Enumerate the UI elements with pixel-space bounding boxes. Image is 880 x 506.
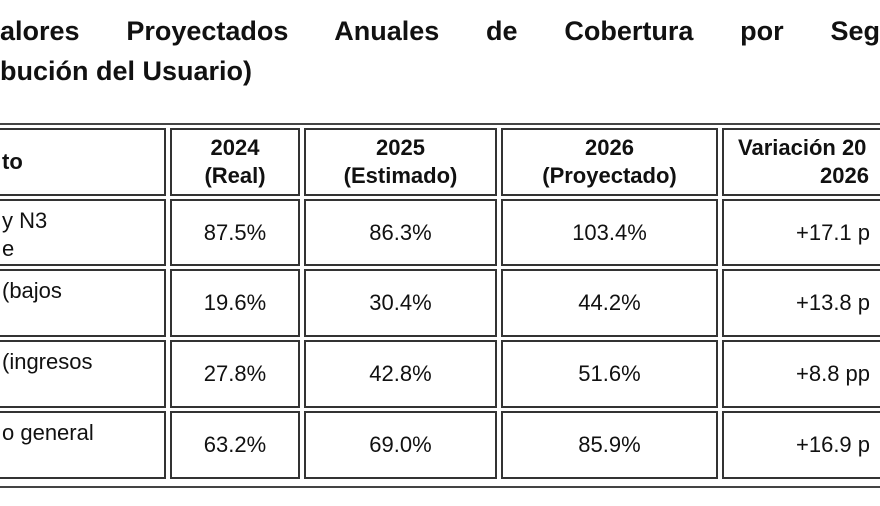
cell-text: 44.2% <box>578 290 641 315</box>
table-cell: +17.1 p <box>722 199 880 266</box>
cell-text: 85.9% <box>578 432 641 457</box>
title-line: alores Proyectados Anuales de Cobertura … <box>0 16 880 46</box>
table-cell: 42.8% <box>304 340 497 408</box>
cell-text: 27.8% <box>203 361 267 386</box>
header-cell: 2025 (Estimado) <box>304 128 497 196</box>
table-cell: +13.8 p <box>722 269 880 337</box>
cell-text: 19.6% <box>203 290 267 315</box>
cell-text: (bajos <box>2 278 62 303</box>
table-cell: 30.4% <box>304 269 497 337</box>
table-cell: +16.9 p <box>722 411 880 479</box>
table-cell: o general <box>0 411 166 479</box>
table-cell: y N3 e <box>0 199 166 266</box>
cell-text: +8.8 pp <box>796 361 871 386</box>
table-cell: 63.2% <box>170 411 300 479</box>
cell-text: o general <box>2 420 94 445</box>
cell-text: +17.1 p <box>796 219 871 245</box>
table-cell: 87.5% <box>170 199 300 266</box>
header-cell: to <box>0 128 166 196</box>
cell-text: 86.3% <box>369 219 432 245</box>
table-cell: (bajos <box>0 269 166 337</box>
cell-text: 63.2% <box>203 432 267 457</box>
cell-text: 103.4% <box>572 219 647 245</box>
cell-text: 30.4% <box>369 290 432 315</box>
cell-text: 51.6% <box>578 361 641 386</box>
cell-text: 42.8% <box>369 361 432 386</box>
header-line: 2026 <box>820 163 869 188</box>
table-cell: 51.6% <box>501 340 718 408</box>
header-cell: 2026 (Proyectado) <box>501 128 718 196</box>
table-cell: 27.8% <box>170 340 300 408</box>
header-cell: Variación 20 2026 <box>722 128 880 196</box>
cell-text: 2025 (Estimado) <box>343 135 458 188</box>
cell-text: y N3 e <box>2 208 48 261</box>
table-cell: 19.6% <box>170 269 300 337</box>
table-cell: 44.2% <box>501 269 718 337</box>
cell-text: 69.0% <box>369 432 432 457</box>
cell-text: (ingresos <box>2 349 93 374</box>
cell-text: to <box>2 149 23 174</box>
cell-text: 2026 (Proyectado) <box>542 135 677 188</box>
header-line: Variación 20 <box>738 135 867 160</box>
table-cell: +8.8 pp <box>722 340 880 408</box>
table-cell: 86.3% <box>304 199 497 266</box>
table-cell: 103.4% <box>501 199 718 266</box>
cell-text: +13.8 p <box>796 290 871 315</box>
title-line: bución del Usuario) <box>0 56 253 86</box>
header-cell: 2024 (Real) <box>170 128 300 196</box>
table-cell: 69.0% <box>304 411 497 479</box>
cell-text: 87.5% <box>203 219 267 245</box>
table-cell: (ingresos <box>0 340 166 408</box>
table-frame <box>0 123 880 488</box>
table-cell: 85.9% <box>501 411 718 479</box>
cell-text: 2024 (Real) <box>204 135 266 188</box>
cell-text: +16.9 p <box>796 432 871 457</box>
